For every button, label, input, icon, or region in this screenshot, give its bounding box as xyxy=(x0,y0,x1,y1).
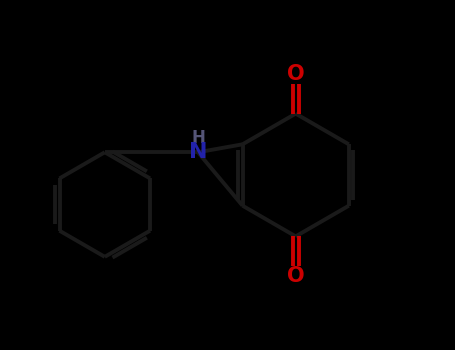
Text: H: H xyxy=(191,129,205,147)
Text: O: O xyxy=(287,266,304,286)
Text: O: O xyxy=(287,64,304,84)
Text: N: N xyxy=(189,142,207,162)
